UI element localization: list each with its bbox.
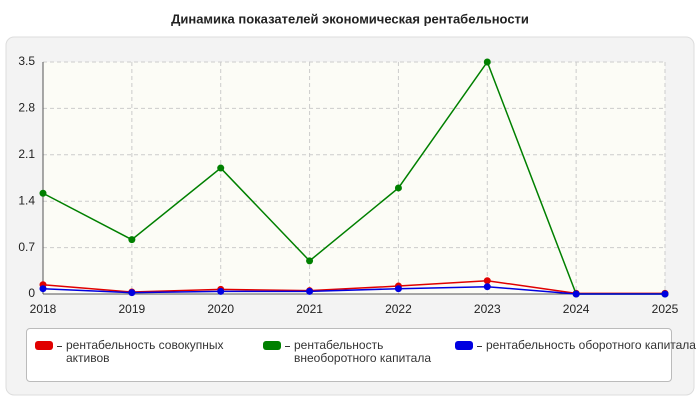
- data-point: [39, 189, 47, 197]
- x-tick-label: 2023: [474, 302, 501, 316]
- data-point: [394, 285, 402, 293]
- data-point: [217, 164, 225, 172]
- legend-item: рентабельность оборотного капитала: [455, 339, 696, 352]
- y-tick-label: 2.1: [18, 147, 35, 161]
- legend-dash: [57, 346, 62, 347]
- series-line: [42, 60, 665, 295]
- x-tick-label: 2020: [207, 302, 234, 316]
- data-point: [128, 289, 136, 297]
- legend-item: рентабельность внеоборотного капитала: [263, 339, 459, 365]
- data-point: [661, 290, 669, 298]
- x-tick-label: 2022: [385, 302, 412, 316]
- data-point: [306, 287, 314, 295]
- x-tick-label: 2018: [30, 302, 57, 316]
- legend-dash: [477, 346, 482, 347]
- data-point: [128, 236, 136, 244]
- x-tick-label: 2019: [119, 302, 146, 316]
- legend-label: рентабельность оборотного капитала: [486, 338, 696, 352]
- y-tick-label: 2.8: [18, 101, 35, 115]
- data-point: [483, 283, 491, 291]
- legend-dash: [285, 346, 290, 347]
- data-point: [306, 257, 314, 265]
- data-point: [483, 277, 491, 285]
- legend: рентабельность совокупных активов рентабе…: [26, 328, 696, 382]
- y-tick-label: 1.4: [18, 193, 35, 207]
- x-tick-label: 2025: [652, 302, 679, 316]
- data-point: [39, 285, 47, 293]
- series-line: [42, 285, 665, 295]
- x-tick-label: 2021: [296, 302, 323, 316]
- chart-title: Динамика показателей экономическая рента…: [171, 11, 529, 26]
- data-point: [394, 184, 402, 192]
- x-tick-label: 2024: [563, 302, 590, 316]
- data-point: [483, 58, 491, 66]
- legend-swatch: [455, 341, 473, 350]
- data-point: [217, 287, 225, 295]
- y-tick-label: 0.7: [18, 240, 35, 254]
- plot-area: [43, 62, 665, 294]
- legend-swatch: [263, 341, 281, 350]
- series-line: [42, 279, 665, 295]
- y-tick-label: 3.5: [18, 54, 35, 68]
- legend-item: рентабельность совокупных активов: [35, 339, 256, 365]
- data-point: [572, 290, 580, 298]
- legend-label: рентабельность совокупных активов: [66, 338, 224, 365]
- y-tick-label: 0: [28, 286, 35, 300]
- legend-swatch: [35, 341, 53, 350]
- legend-label: рентабельность внеоборотного капитала: [294, 338, 431, 365]
